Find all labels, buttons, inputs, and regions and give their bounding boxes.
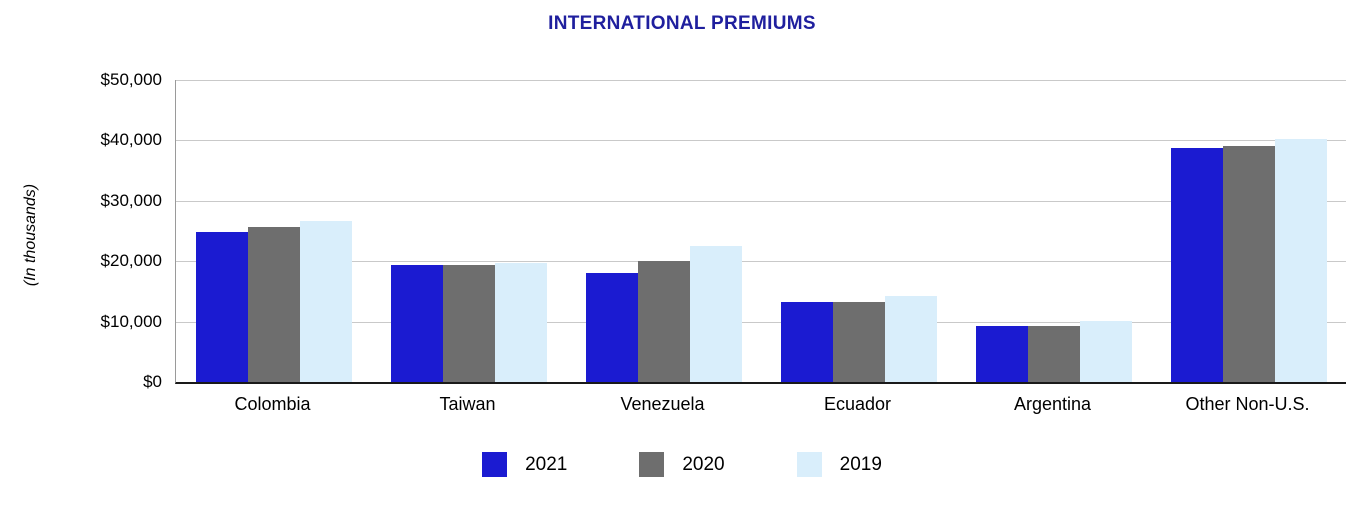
bar-groups bbox=[176, 80, 1346, 382]
legend-label-2020: 2020 bbox=[682, 453, 725, 475]
bar-group-taiwan bbox=[371, 80, 566, 382]
legend-swatch-2019 bbox=[796, 452, 822, 477]
bar-2019-other-non-u-s bbox=[1274, 138, 1327, 382]
legend-label-2021: 2021 bbox=[525, 453, 568, 475]
legend-swatch-2020 bbox=[639, 452, 665, 477]
bar-group-other-non-u-s bbox=[1151, 80, 1346, 382]
bar-2021-ecuador bbox=[780, 301, 833, 382]
x-axis-labels: Colombia Taiwan Venezuela Ecuador Argentina O… bbox=[175, 394, 1345, 415]
bar-2019-argentina bbox=[1079, 321, 1132, 382]
y-tick-label: $40,000 bbox=[100, 130, 162, 150]
bar-2019-venezuela bbox=[689, 246, 742, 382]
x-tick-label-colombia: Colombia bbox=[234, 394, 311, 414]
gridline bbox=[176, 321, 1346, 323]
bar-2019-taiwan bbox=[494, 263, 547, 382]
x-tick-label-other-non-u-s: Other Non-U.S. bbox=[1185, 394, 1310, 414]
y-tick-label: $0 bbox=[143, 372, 162, 391]
plot-area bbox=[175, 80, 1346, 384]
gridline bbox=[176, 200, 1346, 202]
gridline bbox=[176, 140, 1346, 142]
y-tick-label: $20,000 bbox=[100, 251, 162, 271]
bar-2020-colombia bbox=[247, 226, 300, 382]
y-tick-label: $30,000 bbox=[100, 190, 162, 210]
legend-swatch-2021 bbox=[482, 452, 508, 477]
bar-2020-taiwan bbox=[442, 265, 495, 382]
legend-item-2020: 2020 bbox=[639, 452, 725, 477]
x-tick-label-venezuela: Venezuela bbox=[620, 394, 705, 414]
bar-2019-colombia bbox=[299, 220, 352, 382]
bar-2020-other-non-u-s bbox=[1222, 146, 1275, 382]
x-tick-label-taiwan: Taiwan bbox=[439, 394, 496, 414]
gridline bbox=[176, 80, 1346, 81]
legend-item-2019: 2019 bbox=[796, 452, 882, 477]
bar-group-ecuador bbox=[761, 80, 956, 382]
bar-2021-other-non-u-s bbox=[1170, 148, 1223, 382]
bar-2019-ecuador bbox=[884, 296, 937, 382]
x-tick-label-argentina: Argentina bbox=[1013, 394, 1092, 414]
bar-2021-taiwan bbox=[390, 265, 443, 382]
bar-group-argentina bbox=[956, 80, 1151, 382]
bar-group-colombia bbox=[176, 80, 371, 382]
legend-item-2021: 2021 bbox=[482, 452, 567, 477]
bar-2020-ecuador bbox=[832, 301, 885, 382]
legend: 2021 2020 2019 bbox=[0, 452, 1364, 477]
bar-group-venezuela bbox=[566, 80, 761, 382]
y-axis-ticks: $0 $10,000 $20,000 $30,000 $40,000 $50,000 bbox=[0, 70, 162, 391]
y-tick-label: $50,000 bbox=[100, 70, 162, 89]
y-tick-label: $10,000 bbox=[100, 311, 162, 331]
chart-title: INTERNATIONAL PREMIUMS bbox=[548, 13, 816, 34]
bar-2021-colombia bbox=[195, 232, 248, 382]
bar-2021-venezuela bbox=[585, 273, 638, 382]
x-tick-label-ecuador: Ecuador bbox=[823, 394, 892, 414]
legend-label-2019: 2019 bbox=[839, 453, 882, 475]
bar-2020-venezuela bbox=[637, 261, 690, 382]
bar-2020-argentina bbox=[1027, 325, 1080, 382]
bar-2021-argentina bbox=[975, 325, 1028, 382]
gridline bbox=[176, 261, 1346, 263]
